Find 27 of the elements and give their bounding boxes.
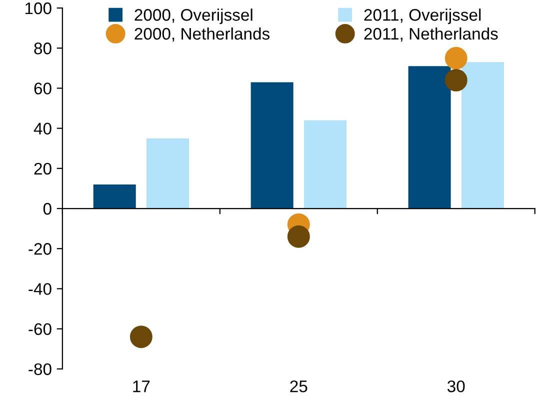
legend-label: 2000, Netherlands — [134, 27, 270, 42]
legend-label: 2000, Overijssel — [134, 8, 252, 24]
y-tick-label: 80 — [34, 42, 52, 54]
bar — [461, 62, 504, 209]
x-tick-label: 17 — [133, 380, 150, 392]
y-tick-label: 0 — [43, 202, 52, 215]
y-tick-label: -20 — [28, 243, 52, 255]
point — [444, 68, 468, 92]
y-tick-label: 40 — [34, 122, 52, 135]
bar — [408, 66, 451, 209]
point — [287, 225, 310, 248]
point — [444, 46, 468, 70]
bar — [93, 184, 136, 209]
legend-label: 2011, Overijssel — [364, 8, 481, 24]
point — [130, 326, 152, 348]
y-tick-label: -80 — [28, 363, 52, 376]
y-tick-label: 20 — [34, 162, 52, 175]
legend-label: 2011, Netherlands — [364, 27, 498, 42]
y-tick-label: 100 — [25, 2, 52, 14]
y-tick-label: -60 — [28, 323, 52, 336]
y-tick-label: 60 — [34, 82, 52, 94]
y-tick-label: -40 — [28, 283, 52, 295]
x-tick-label: 25 — [290, 380, 308, 392]
bar — [304, 120, 346, 209]
bar — [250, 82, 294, 209]
x-tick-label: 30 — [447, 380, 465, 392]
bar — [146, 138, 190, 209]
